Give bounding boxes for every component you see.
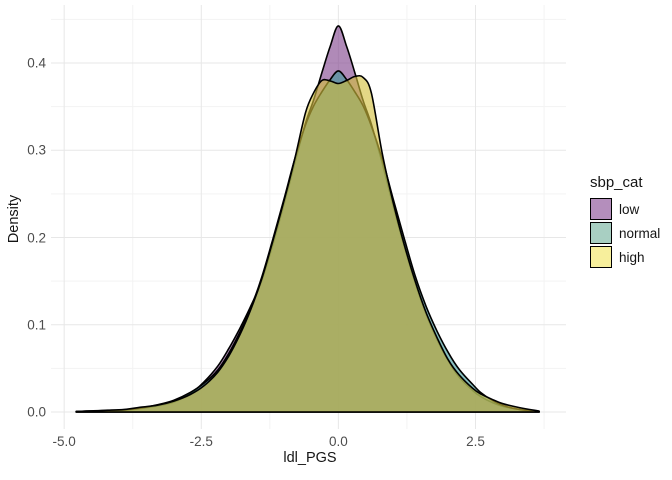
y-tick-label-0.3: 0.3	[27, 142, 46, 158]
legend: sbp_cat low normal high	[590, 174, 660, 270]
x-tick-label--2.5: -2.5	[189, 434, 213, 449]
y-tick-label-0.0: 0.0	[27, 404, 46, 420]
x-tick-label--5.0: -5.0	[52, 434, 76, 449]
x-axis-title: ldl_PGS	[283, 450, 337, 466]
y-tick-label-0.4: 0.4	[27, 55, 46, 71]
legend-title: sbp_cat	[590, 174, 643, 191]
legend-swatch-normal	[590, 222, 612, 244]
legend-label-high: high	[619, 249, 645, 265]
legend-item-low: low	[590, 198, 660, 220]
x-tick-label-0.0: 0.0	[329, 434, 348, 449]
y-tick-label-0.2: 0.2	[27, 230, 46, 245]
legend-swatch-low	[590, 198, 612, 220]
density-curve-high	[75, 74, 540, 413]
legend-item-high: high	[590, 246, 660, 268]
legend-label-normal: normal	[619, 225, 661, 241]
legend-label-low: low	[619, 201, 640, 217]
x-tick-label-2.5: 2.5	[466, 434, 485, 449]
legend-swatch-high	[590, 246, 612, 268]
legend-item-normal: normal	[590, 222, 660, 244]
y-tick-label-0.1: 0.1	[27, 317, 46, 333]
